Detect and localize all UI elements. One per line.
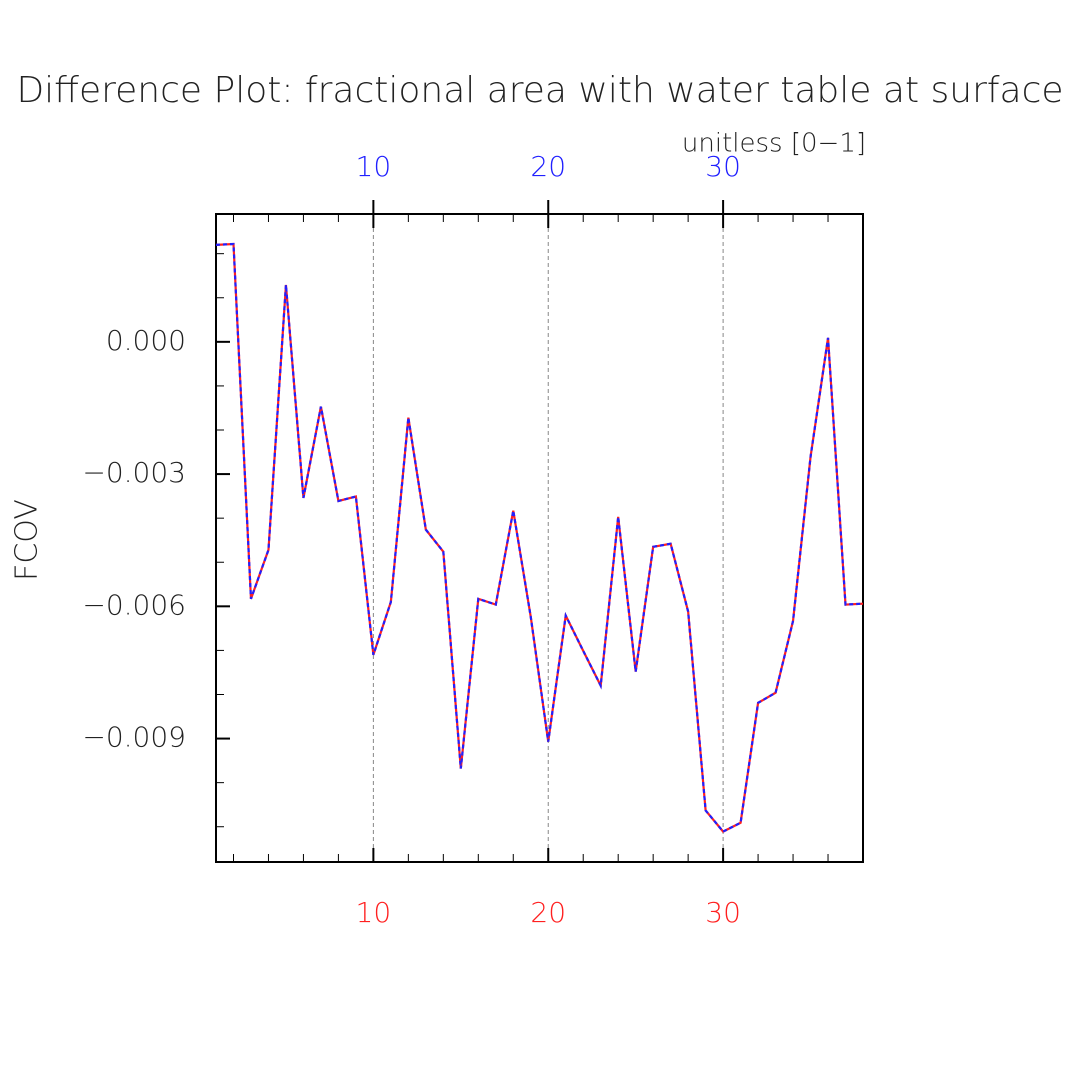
x-tick-label-top: 20 (530, 150, 566, 183)
y-tick-label: 0.000 (106, 324, 186, 357)
y-tick-label: −0.003 (82, 456, 186, 489)
x-tick-label: 20 (530, 896, 566, 929)
x-tick-label: 10 (356, 896, 392, 929)
y-tick-label: −0.009 (82, 721, 186, 754)
chart-title: Difference Plot: fractional area with wa… (16, 70, 1063, 111)
x-tick-label: 30 (705, 896, 741, 929)
plot-frame (215, 213, 864, 863)
series-line (215, 242, 864, 833)
x-tick-label-top: 30 (705, 150, 741, 183)
x-tick-label-top: 10 (356, 150, 392, 183)
subtitle: unitless [0−1] (682, 129, 866, 159)
y-tick-label: −0.006 (82, 588, 186, 621)
y-axis-label: FCOV (10, 499, 45, 581)
series-line (215, 242, 864, 833)
